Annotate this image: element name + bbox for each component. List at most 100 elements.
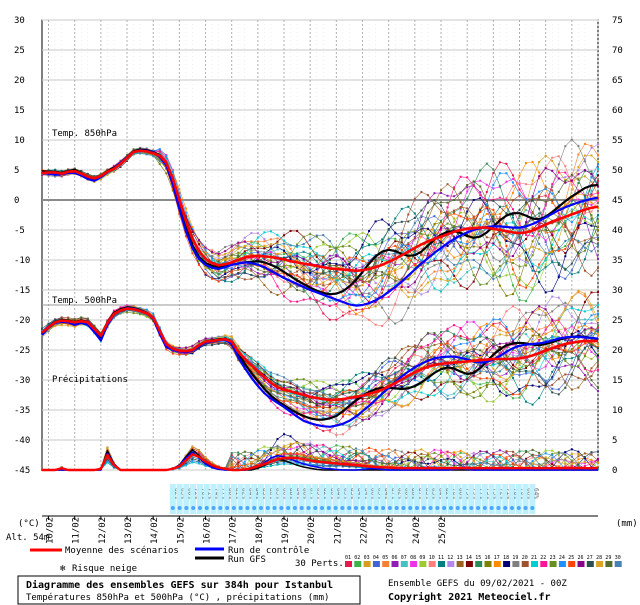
pert-line-t850-point bbox=[354, 233, 357, 236]
pert-line-t500-point bbox=[387, 409, 390, 412]
pert-line-t500-point bbox=[564, 348, 567, 351]
pert-line-t850-point bbox=[283, 250, 286, 253]
pert-line-t850-point bbox=[511, 273, 514, 276]
pert-line-t850-point bbox=[328, 275, 331, 278]
pert-line-t500-point bbox=[341, 415, 344, 418]
pert-line-precip-point bbox=[453, 462, 456, 465]
y-tick-right: 75 bbox=[612, 16, 623, 26]
pert-line-t500-point bbox=[387, 377, 390, 380]
pert-line-t850-point bbox=[577, 224, 580, 227]
pert-line-t850-point bbox=[387, 316, 390, 319]
grid bbox=[41, 19, 599, 471]
pert-line-t850-point bbox=[453, 256, 456, 259]
pert-line-precip-point bbox=[453, 459, 456, 462]
pert-line-t500-point bbox=[315, 404, 318, 407]
pert-line-t500-point bbox=[544, 347, 547, 350]
pert-line-t850-point bbox=[348, 296, 351, 299]
pert-line-t850-point bbox=[505, 197, 508, 200]
pert-line-t500-point bbox=[341, 389, 344, 392]
pert-line-t850-point bbox=[485, 223, 488, 226]
pert-line-t500-point bbox=[302, 416, 305, 419]
pert-line-t500-point bbox=[420, 355, 423, 358]
pert-line-t850-point bbox=[289, 257, 292, 260]
pert-line-t500-point bbox=[544, 312, 547, 315]
pert-line-t500-point bbox=[400, 385, 403, 388]
pert-line-t500-point bbox=[322, 410, 325, 413]
pert-line-t850-point bbox=[557, 223, 560, 226]
pert-line-t850-point bbox=[341, 237, 344, 240]
pert-line-t850-point bbox=[433, 233, 436, 236]
pert-line-t500-point bbox=[583, 324, 586, 327]
y-tick-left: 20 bbox=[14, 76, 25, 86]
pert-line-t850-point bbox=[544, 204, 547, 207]
pert-line-t500-point bbox=[250, 358, 253, 361]
pert-line-t850-point bbox=[178, 188, 181, 191]
pert-line-t500-point bbox=[525, 372, 528, 375]
pert-line-t850-point bbox=[283, 266, 286, 269]
pert-line-t850-point bbox=[348, 258, 351, 261]
pert-line-t850-point bbox=[466, 186, 469, 189]
pert-line-t850-point bbox=[440, 261, 443, 264]
pert-line-t850-point bbox=[335, 318, 338, 321]
pert-line-precip-point bbox=[440, 449, 443, 452]
pert-line-t850-point bbox=[557, 276, 560, 279]
pert-line-t850-point bbox=[230, 249, 233, 252]
pert-line-t500-point bbox=[420, 383, 423, 386]
pert-line-t850-point bbox=[243, 269, 246, 272]
pert-line-t850-point bbox=[492, 268, 495, 271]
pert-line-t850-point bbox=[570, 273, 573, 276]
pert-line-t850-point bbox=[492, 273, 495, 276]
pert-line-t850-point bbox=[590, 219, 593, 222]
pert-line-t500-point bbox=[525, 352, 528, 355]
pert-line-t850-point bbox=[426, 227, 429, 230]
pert-line-t850-point bbox=[302, 267, 305, 270]
pert-line-t500-point bbox=[485, 381, 488, 384]
pert-line-t850-point bbox=[433, 223, 436, 226]
pert-line-precip-point bbox=[570, 455, 573, 458]
pert-line-t500-point bbox=[348, 423, 351, 426]
pert-line-precip-point bbox=[387, 447, 390, 450]
pert-line-t500-point bbox=[498, 333, 501, 336]
y-tick-right: 65 bbox=[612, 76, 623, 86]
pert-line-t500-point bbox=[597, 343, 599, 346]
pert-line-t500-point bbox=[564, 381, 567, 384]
pert-line-t850-point bbox=[191, 231, 194, 234]
pert-line-t500-point bbox=[505, 391, 508, 394]
pert-line-t500-point bbox=[335, 392, 338, 395]
pert-line-t500-point bbox=[597, 359, 599, 362]
pert-line-t850-point bbox=[211, 249, 214, 252]
pert-line-precip-point bbox=[511, 454, 514, 457]
pert-line-t500-point bbox=[263, 378, 266, 381]
pert-line-t500-point bbox=[525, 320, 528, 323]
pert-line-t850-point bbox=[256, 242, 259, 245]
pert-line-precip-point bbox=[407, 463, 410, 466]
pert-line-t850-point bbox=[250, 249, 253, 252]
pert-line-t850-point bbox=[224, 258, 227, 261]
pert-line-t500-point bbox=[472, 365, 475, 368]
pert-line-t500-point bbox=[453, 373, 456, 376]
pert-line-t850-point bbox=[60, 169, 63, 172]
pert-line-t850-point bbox=[518, 234, 521, 237]
pert-line-t500-point bbox=[564, 364, 567, 367]
pert-line-t850-point bbox=[407, 265, 410, 268]
pert-line-t500-point bbox=[590, 358, 593, 361]
pert-line-t850-point bbox=[302, 288, 305, 291]
pert-line-t500-point bbox=[485, 400, 488, 403]
pert-line-precip-point bbox=[498, 461, 501, 464]
pert-line-precip-point bbox=[269, 448, 272, 451]
pert-line-t850-point bbox=[433, 192, 436, 195]
pert-line-t850-point bbox=[511, 174, 514, 177]
pert-line-t850-point bbox=[472, 218, 475, 221]
pert-line-t850-point bbox=[498, 212, 501, 215]
pert-line-t850-point bbox=[394, 284, 397, 287]
pert-line-t850-point bbox=[440, 191, 443, 194]
pert-line-t850-point bbox=[551, 159, 554, 162]
pert-line-precip-point bbox=[459, 462, 462, 465]
pert-line-t500-point bbox=[505, 328, 508, 331]
pert-line-t850-point bbox=[256, 232, 259, 235]
pert-line-t500-point bbox=[426, 346, 429, 349]
pert-line-t850-point bbox=[459, 208, 462, 211]
pert-line-t850-point bbox=[263, 247, 266, 250]
pert-line-t500-point bbox=[361, 389, 364, 392]
pert-line-t850-point bbox=[387, 317, 390, 320]
